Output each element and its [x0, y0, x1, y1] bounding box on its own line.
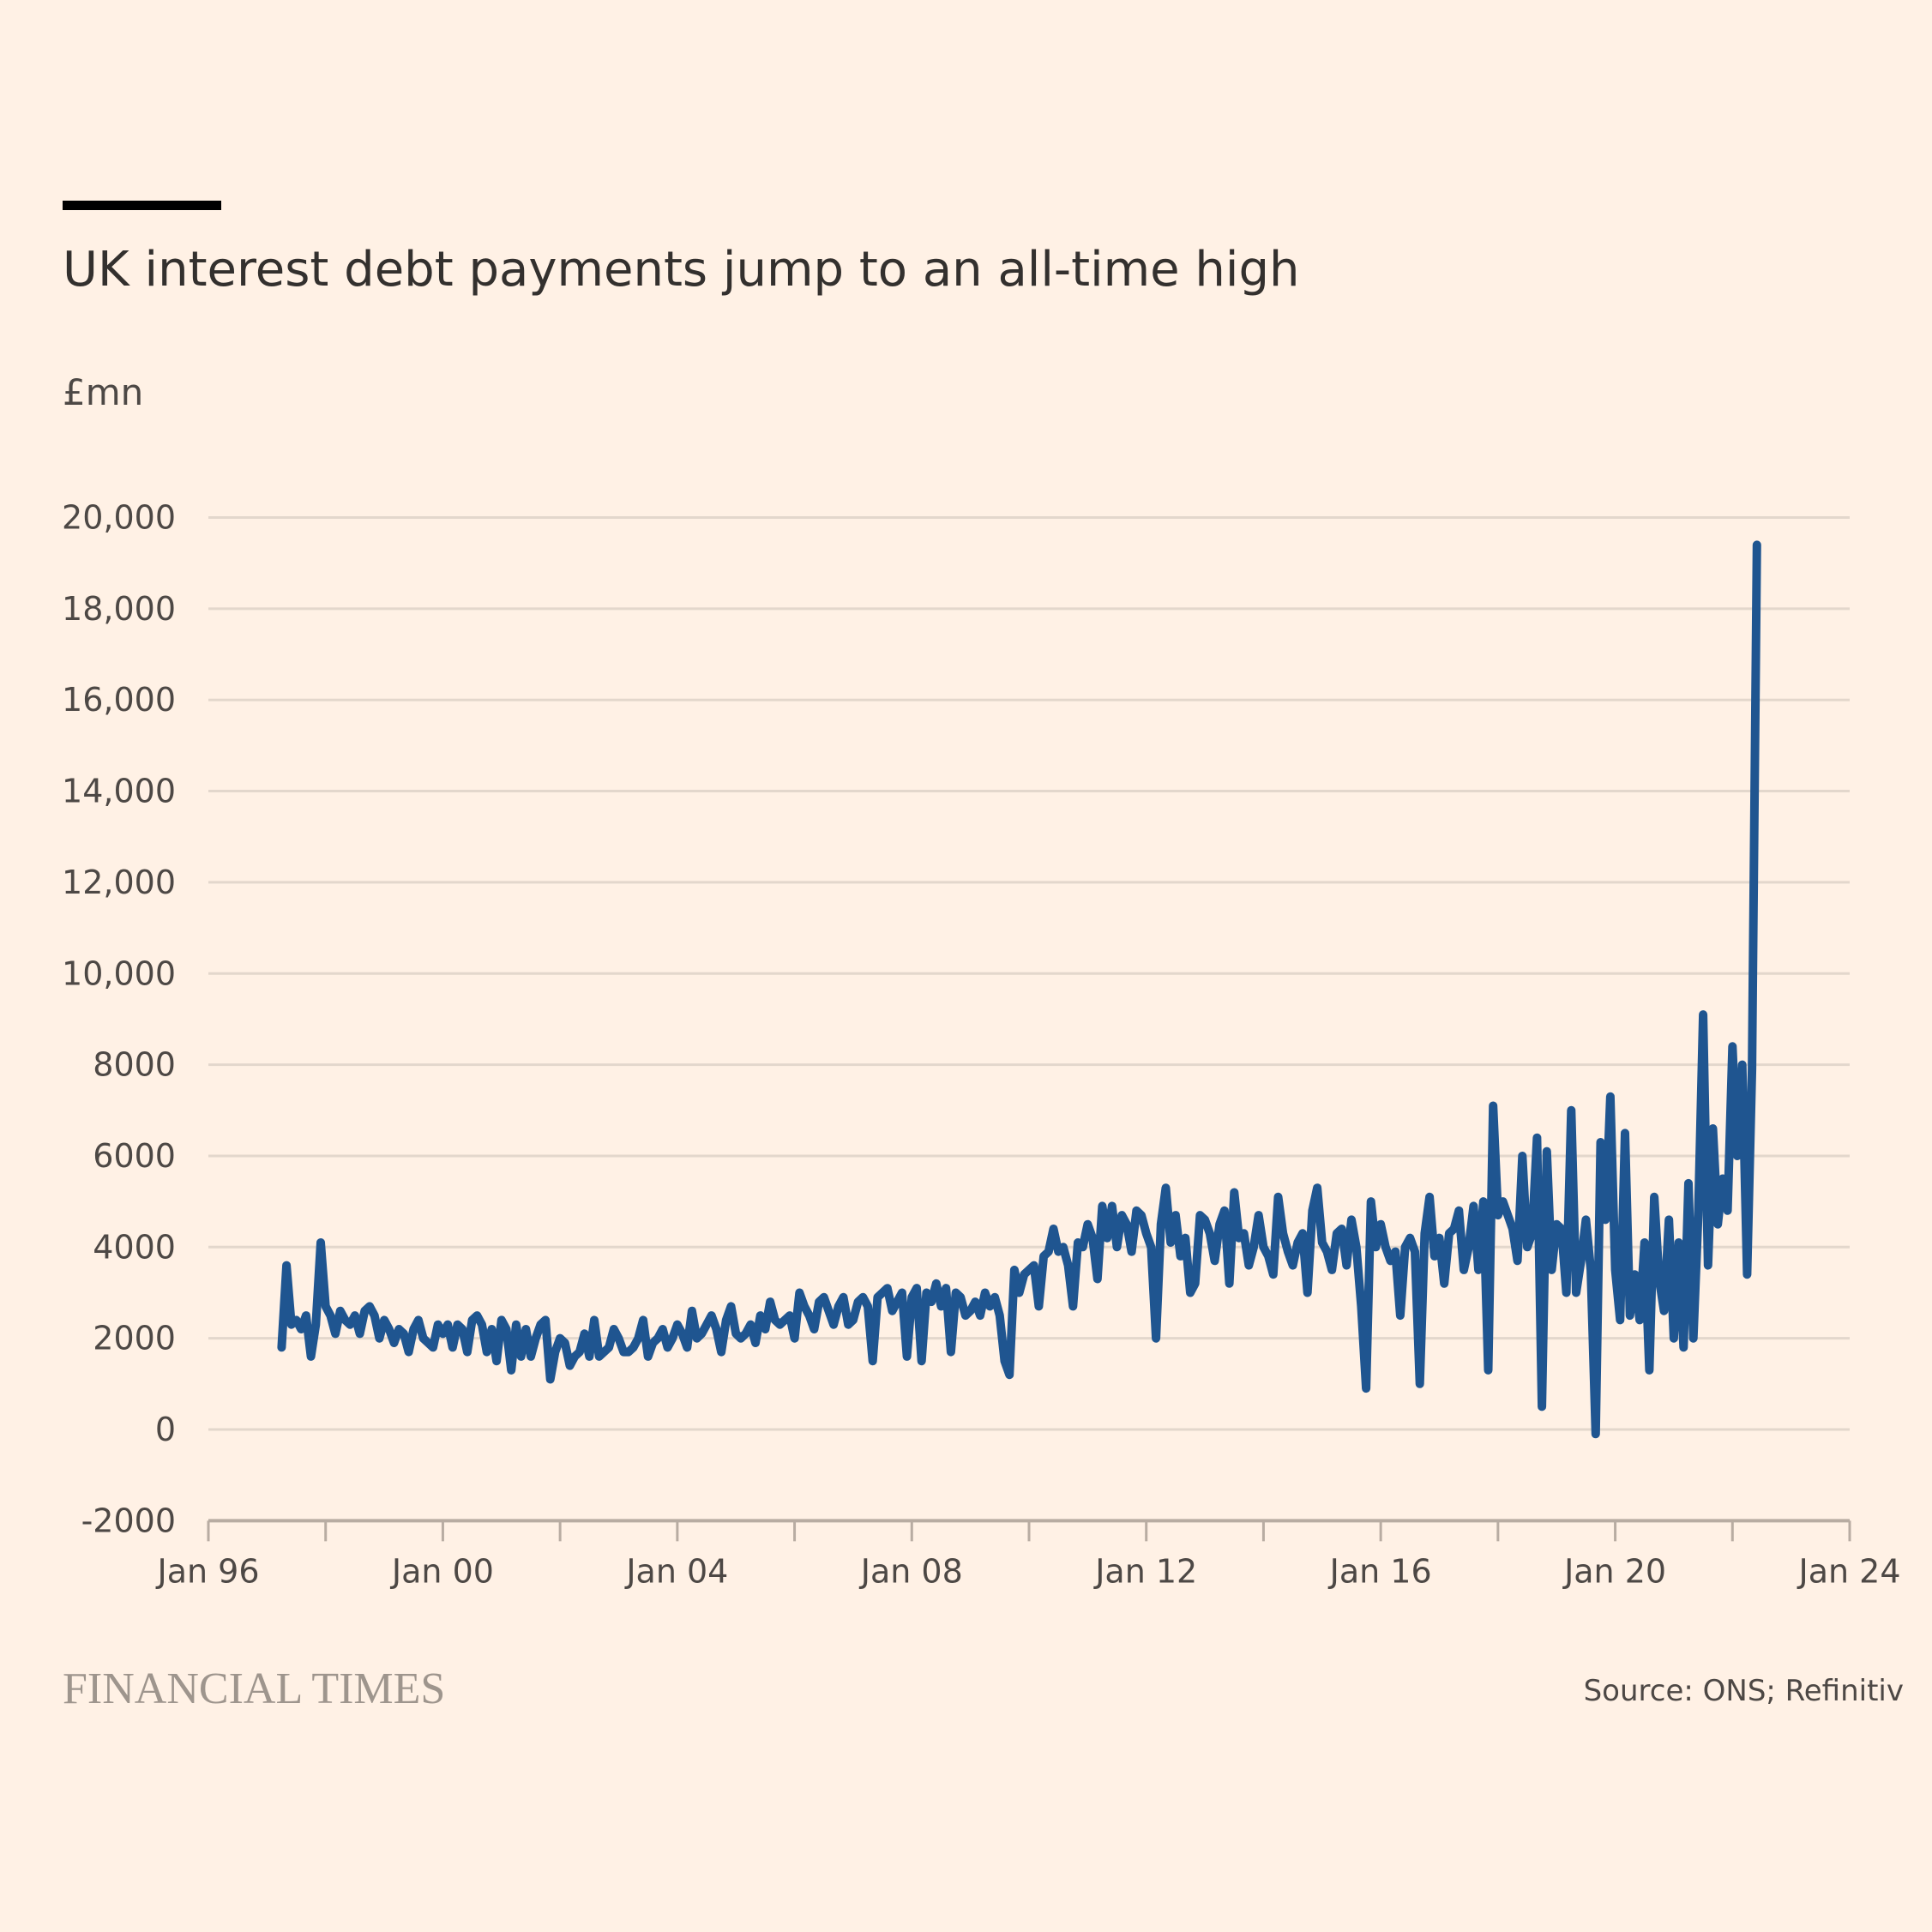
source-note: Source: ONS; Refinitiv	[1583, 1674, 1904, 1708]
ft-header-bar	[63, 201, 221, 210]
y-tick-label: 20,000	[62, 499, 176, 537]
chart-title: UK interest debt payments jump to an all…	[63, 242, 1300, 298]
x-tick-label: Jan 12	[1093, 1552, 1197, 1590]
y-tick-label: 8000	[93, 1046, 176, 1084]
y-tick-label: 4000	[93, 1228, 176, 1266]
gridlines	[208, 516, 1850, 1431]
y-tick-label: 16,000	[62, 681, 176, 719]
x-axis: Jan 96 Jan 00 Jan 04 Jan 08 Jan 12 Jan 16 Jan …	[155, 1519, 1901, 1590]
x-tick-label: Jan 20	[1562, 1552, 1666, 1590]
y-tick-label: -2000	[81, 1502, 176, 1539]
x-tick-label: Jan 96	[155, 1552, 259, 1590]
x-tick-label: Jan 04	[624, 1552, 728, 1590]
x-tick-label: Jan 08	[859, 1552, 963, 1590]
x-tick-label: Jan 24	[1797, 1552, 1900, 1590]
financial-times-logo: FINANCIAL TIMES	[63, 1664, 446, 1713]
y-tick-label: 14,000	[62, 773, 176, 810]
y-tick-label: 10,000	[62, 954, 176, 992]
y-tick-label: 6000	[93, 1137, 176, 1175]
y-axis-unit-label: £mn	[63, 371, 144, 413]
y-tick-label: 0	[155, 1411, 176, 1448]
y-tick-label: 12,000	[62, 864, 176, 901]
x-tick-label: Jan 16	[1328, 1552, 1432, 1590]
y-axis-ticks: 20,000 18,000 16,000 14,000 12,000 10,000 8000…	[62, 499, 176, 1540]
x-tick-label: Jan 00	[390, 1552, 494, 1590]
y-tick-label: 2000	[93, 1320, 176, 1357]
y-tick-label: 18,000	[62, 590, 176, 628]
series-line	[277, 540, 1761, 1439]
